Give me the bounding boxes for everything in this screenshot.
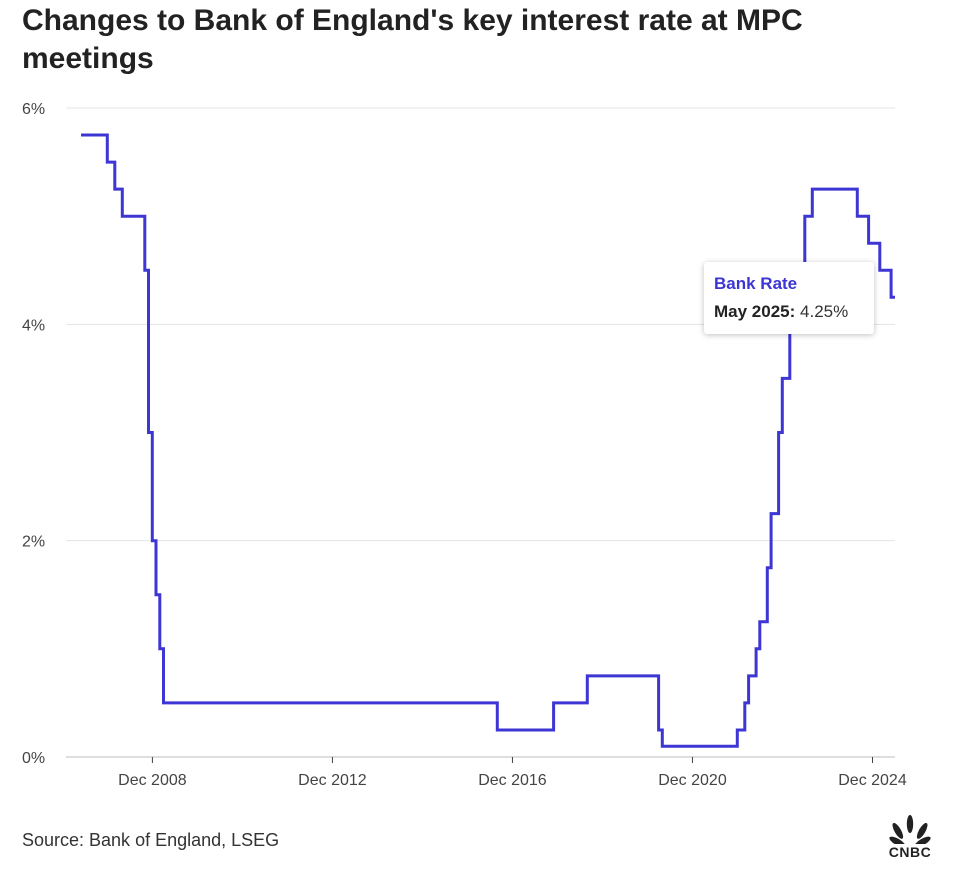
y-tick-label: 2% xyxy=(22,534,45,551)
x-tick-label: Dec 2008 xyxy=(118,772,187,789)
source-note: Source: Bank of England, LSEG xyxy=(22,830,280,850)
tooltip-date: May 2025: xyxy=(714,302,796,321)
hover-tooltip: Bank Rate May 2025: 4.25% xyxy=(704,262,874,334)
x-tick-label: Dec 2020 xyxy=(658,772,727,789)
x-tick-label: Dec 2016 xyxy=(478,772,547,789)
x-tick-label: Dec 2012 xyxy=(298,772,367,789)
peacock-icon xyxy=(889,815,931,848)
series-layer xyxy=(81,133,895,748)
grid-lines xyxy=(66,107,895,758)
x-tick-label: Dec 2024 xyxy=(838,772,907,789)
cnbc-logo: CNBC xyxy=(882,814,938,862)
y-tick-label: 4% xyxy=(22,317,45,334)
y-tick-label: 0% xyxy=(22,750,45,767)
y-tick-label: 6% xyxy=(22,101,45,118)
tooltip-value: 4.25% xyxy=(800,302,849,321)
tooltip-value-line: May 2025: 4.25% xyxy=(714,302,848,322)
tooltip-series-name: Bank Rate xyxy=(714,274,798,293)
axis-ticks: 0% 2% 4% 6% Dec 2008 Dec 2012 Dec 2016 Dec 2020… xyxy=(22,101,907,789)
chart-title: Changes to Bank of England's key interes… xyxy=(22,4,803,75)
logo-text: CNBC xyxy=(888,844,932,860)
series-line xyxy=(81,133,895,748)
